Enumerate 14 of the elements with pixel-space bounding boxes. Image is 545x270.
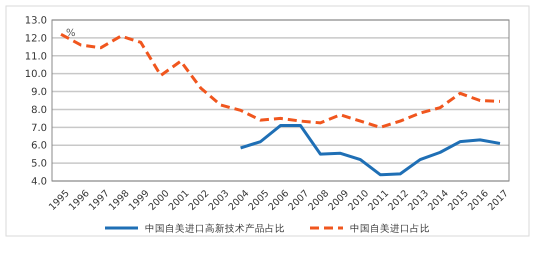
y-tick-label: 11.0 xyxy=(24,51,47,62)
y-tick-label: 7.0 xyxy=(31,122,47,134)
y-tick-label: 13.0 xyxy=(24,16,47,26)
line-series xyxy=(239,124,502,176)
y-axis-title: % xyxy=(66,28,76,39)
y-tick-label: 10.0 xyxy=(24,69,47,80)
y-tick-label: 5.0 xyxy=(31,158,47,170)
y-tick-label: 12.0 xyxy=(24,33,47,44)
y-tick-label: 8.0 xyxy=(31,104,47,116)
y-tick-label: 6.0 xyxy=(31,140,47,152)
y-tick-label: 9.0 xyxy=(31,87,47,98)
legend-label: 中国自美进口高新技术产品占比 xyxy=(145,222,285,234)
y-tick-label: 4.0 xyxy=(31,176,47,188)
legend-label: 中国自美进口占比 xyxy=(350,222,430,234)
